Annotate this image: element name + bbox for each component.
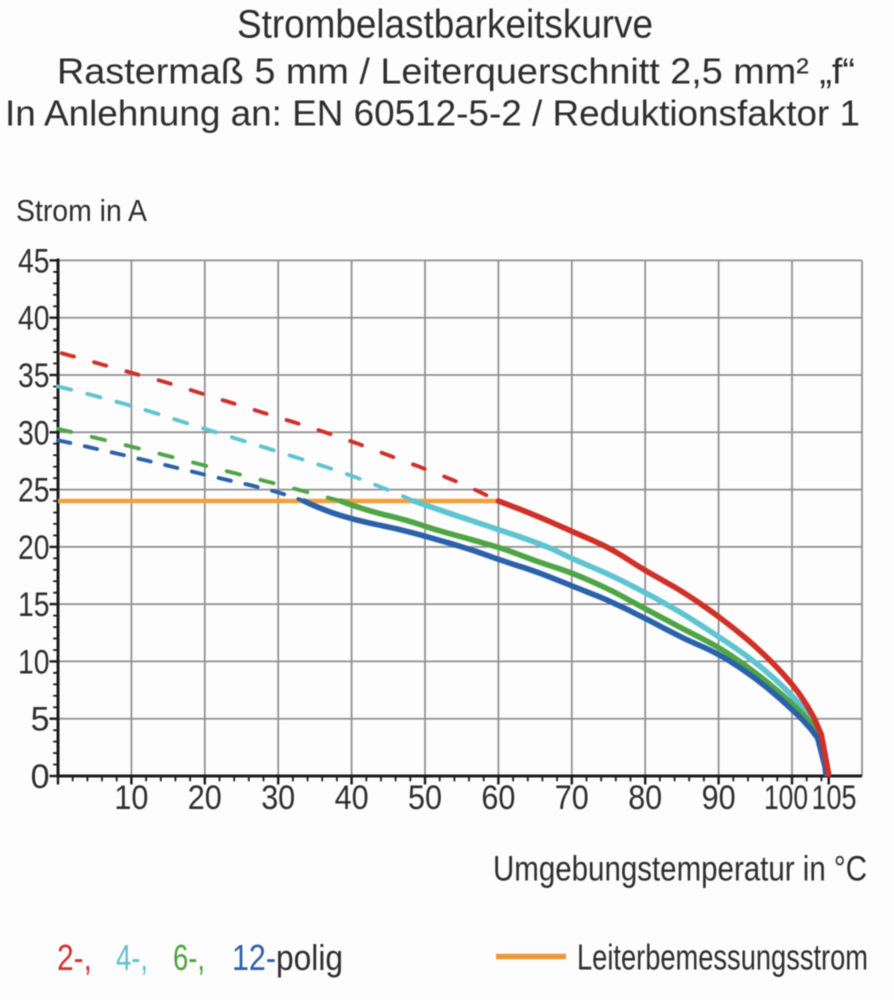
- svg-text:45: 45: [18, 242, 50, 280]
- svg-text:5: 5: [31, 701, 50, 739]
- svg-text:15: 15: [18, 586, 50, 624]
- svg-text:70: 70: [555, 779, 589, 817]
- svg-text:In Anlehnung an: EN 60512-5-2: In Anlehnung an: EN 60512-5-2 / Reduktio…: [5, 93, 860, 134]
- svg-text:Rastermaß 5 mm / Leiterquersch: Rastermaß 5 mm / Leiterquerschnitt 2,5 m…: [57, 51, 855, 92]
- svg-text:Strom in A: Strom in A: [16, 193, 147, 228]
- svg-text:20: 20: [188, 779, 222, 817]
- svg-text:Strombelastbarkeitskurve: Strombelastbarkeitskurve: [237, 3, 653, 47]
- svg-text:10: 10: [18, 643, 50, 681]
- svg-text:Leiterbemessungsstrom: Leiterbemessungsstrom: [577, 937, 868, 978]
- svg-text:30: 30: [18, 414, 50, 452]
- svg-text:60: 60: [481, 779, 515, 817]
- svg-text:25: 25: [18, 472, 50, 510]
- svg-text:35: 35: [18, 357, 50, 395]
- svg-text:0: 0: [31, 758, 50, 796]
- svg-text:20: 20: [18, 529, 50, 567]
- svg-text:30: 30: [261, 779, 295, 817]
- svg-text:80: 80: [628, 779, 662, 817]
- svg-text:105: 105: [812, 779, 857, 817]
- svg-text:Umgebungstemperatur in °C: Umgebungstemperatur in °C: [493, 850, 867, 889]
- svg-text:6-,: 6-,: [173, 937, 205, 978]
- svg-text:4-,: 4-,: [116, 937, 148, 978]
- svg-text:10: 10: [114, 779, 148, 817]
- svg-text:90: 90: [702, 779, 736, 817]
- svg-text:12-: 12-: [232, 937, 276, 978]
- svg-text:50: 50: [408, 779, 442, 817]
- svg-text:40: 40: [335, 779, 369, 817]
- svg-text:2-,: 2-,: [57, 937, 92, 978]
- svg-text:polig: polig: [276, 937, 343, 978]
- svg-text:100: 100: [764, 779, 808, 817]
- svg-text:40: 40: [18, 300, 50, 338]
